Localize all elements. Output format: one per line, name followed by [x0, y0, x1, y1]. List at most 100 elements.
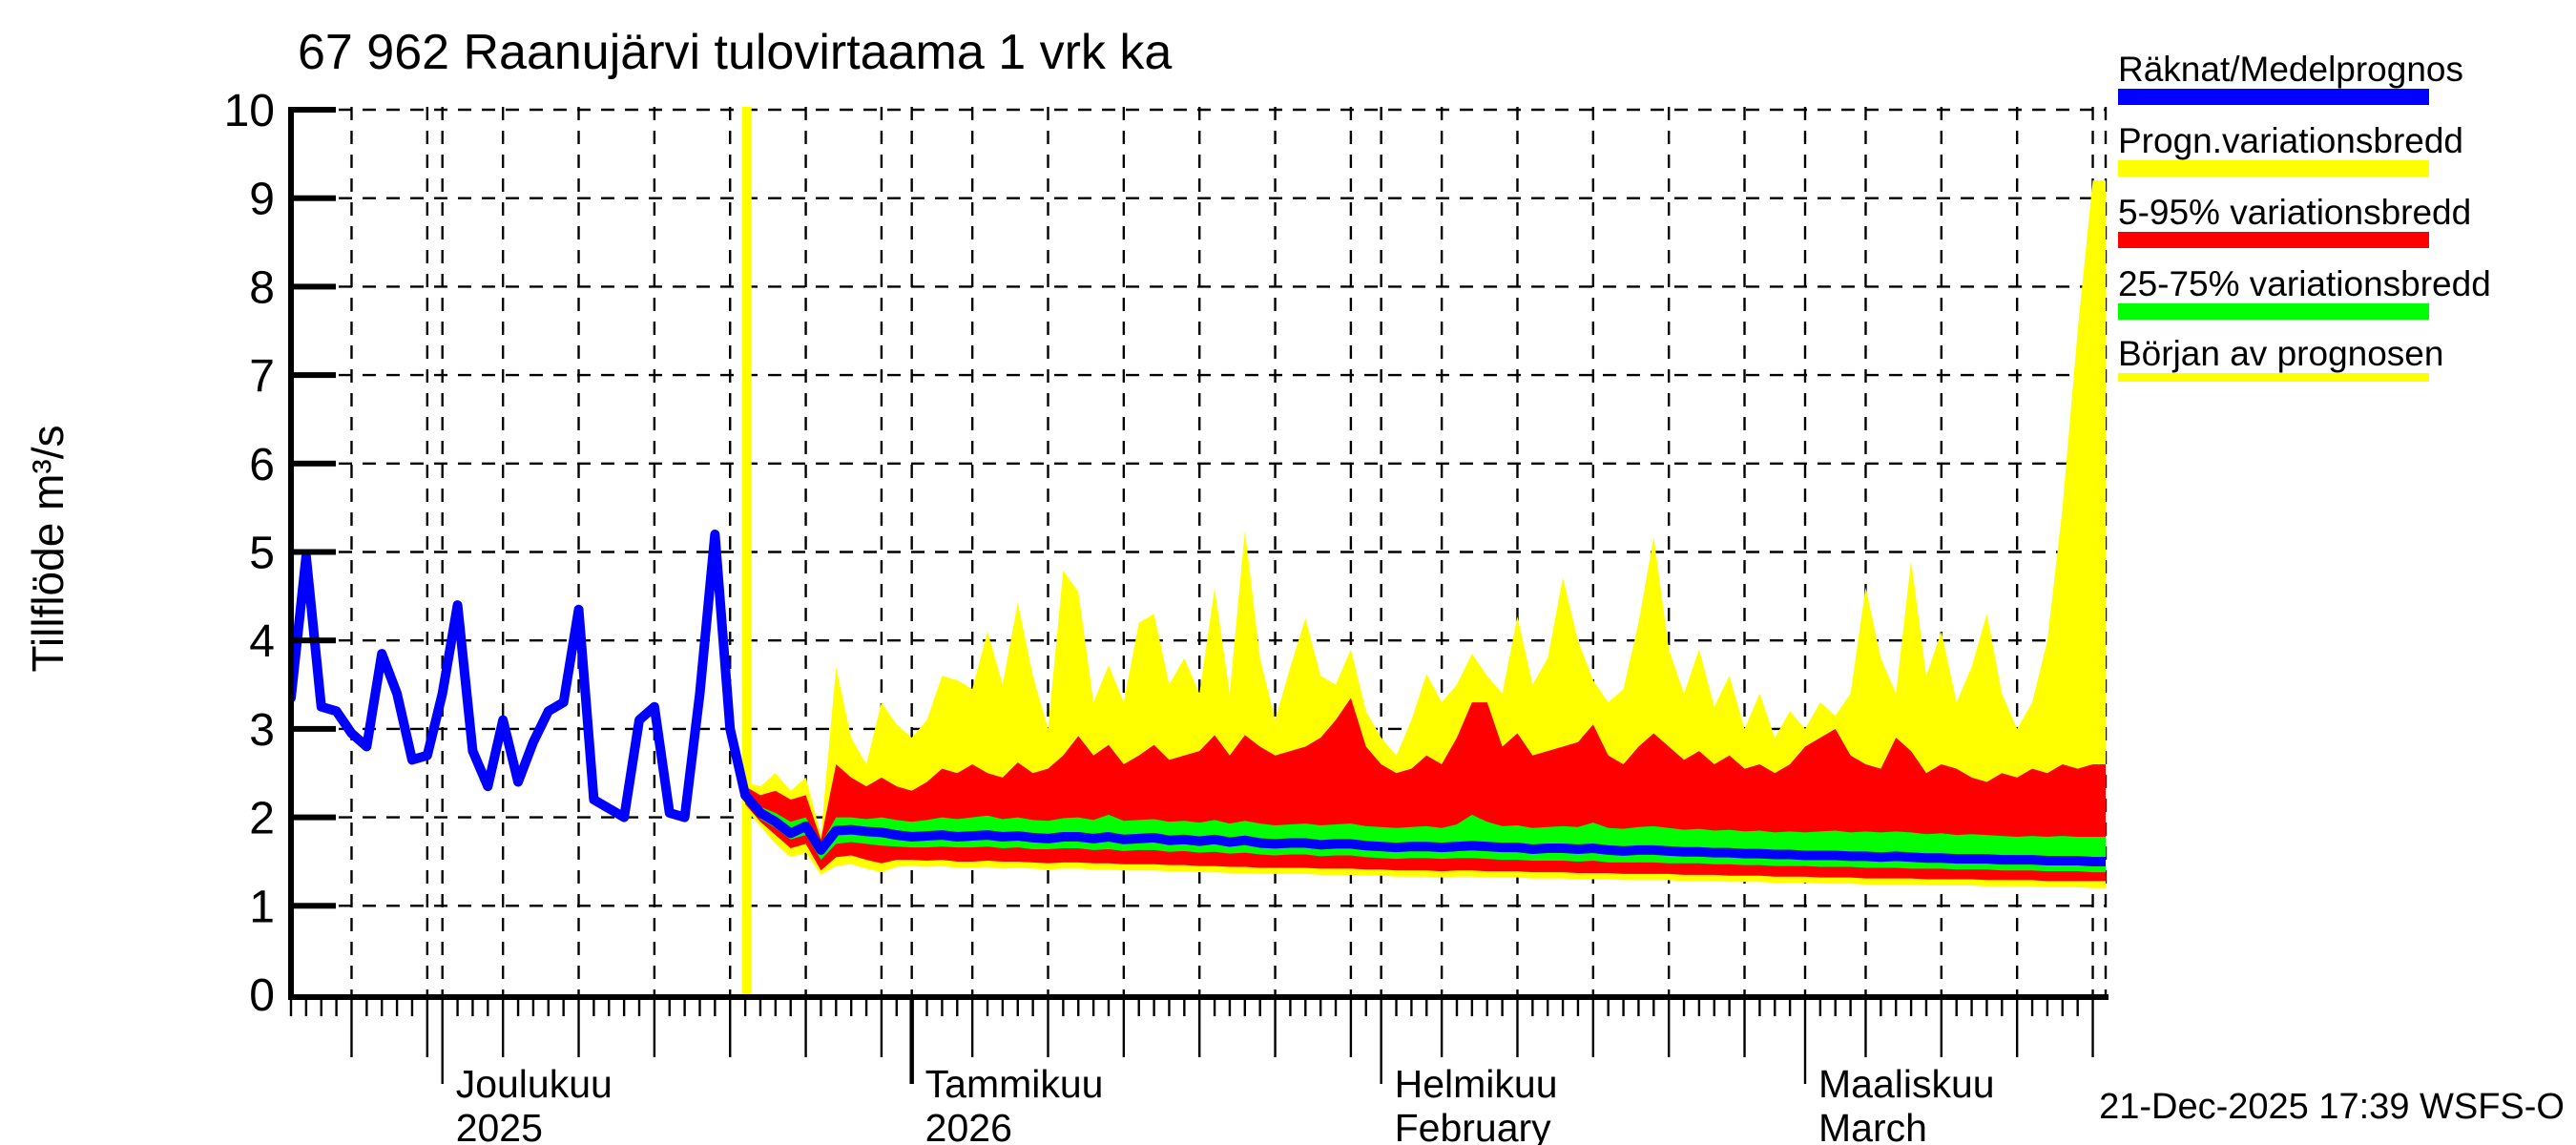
day-tick — [1137, 1000, 1140, 1016]
y-tick-label: 7 — [249, 351, 275, 402]
month-label: Tammikuu — [925, 1062, 1104, 1106]
y-tick — [294, 725, 336, 732]
day-tick — [1485, 1000, 1488, 1016]
month-tick — [1803, 1000, 1807, 1084]
forecast-median-line — [740, 790, 2106, 866]
five-day-tick — [729, 1000, 732, 1057]
day-tick — [1016, 1000, 1019, 1016]
day-tick — [1834, 1000, 1837, 1016]
y-tick-label: 6 — [249, 440, 275, 490]
y-axis-line — [288, 107, 294, 1000]
y-tick — [294, 637, 336, 644]
five-day-tick — [880, 1000, 883, 1057]
five-day-tick — [1122, 1000, 1126, 1057]
month-label: Helmikuu — [1395, 1062, 1558, 1106]
day-tick — [2046, 1000, 2049, 1016]
five-day-tick — [1940, 1000, 1943, 1057]
day-tick — [835, 1000, 838, 1016]
five-day-tick — [1516, 1000, 1519, 1057]
legend-swatch — [2118, 89, 2429, 105]
day-tick — [1001, 1000, 1005, 1016]
y-tick-label: 2 — [249, 794, 275, 844]
day-tick — [849, 1000, 853, 1016]
day-tick — [1955, 1000, 1958, 1016]
historical-line — [291, 529, 751, 822]
day-tick — [395, 1000, 399, 1016]
day-tick — [1576, 1000, 1580, 1016]
legend-item-label: Räknat/Medelprognos — [2118, 50, 2463, 89]
day-tick — [1637, 1000, 1640, 1016]
day-tick — [698, 1000, 701, 1016]
day-tick — [2001, 1000, 2004, 1016]
legend-swatch — [2118, 303, 2429, 320]
y-tick-label: 0 — [249, 970, 275, 1021]
y-tick — [294, 549, 336, 555]
y-tick — [294, 903, 336, 909]
legend-item-label: Början av prognosen — [2118, 334, 2443, 373]
five-day-tick — [1440, 1000, 1444, 1057]
timestamp: 21-Dec-2025 17:39 WSFS-O — [2099, 1087, 2565, 1127]
day-tick — [1153, 1000, 1155, 1016]
day-tick — [1531, 1000, 1534, 1016]
y-tick — [294, 460, 336, 467]
five-day-tick — [1198, 1000, 1201, 1057]
day-tick — [1895, 1000, 1898, 1016]
day-tick — [592, 1000, 595, 1016]
month-tick — [441, 1000, 444, 1084]
band-total-variation — [745, 180, 2106, 888]
day-tick — [1470, 1000, 1474, 1016]
day-tick — [1410, 1000, 1413, 1016]
day-tick — [1713, 1000, 1715, 1016]
y-tick-label: 9 — [249, 175, 275, 225]
y-tick — [294, 107, 336, 113]
day-tick — [895, 1000, 898, 1016]
day-tick — [1561, 1000, 1565, 1016]
day-tick — [1364, 1000, 1367, 1016]
legend-item-label: Progn.variationsbredd — [2118, 121, 2463, 160]
five-day-tick — [1743, 1000, 1746, 1057]
day-tick — [381, 1000, 384, 1016]
five-day-tick — [1349, 1000, 1353, 1057]
day-tick — [289, 1000, 293, 1016]
day-tick — [1183, 1000, 1186, 1016]
five-day-tick — [1591, 1000, 1595, 1057]
day-tick — [1849, 1000, 1852, 1016]
five-day-tick — [577, 1000, 580, 1057]
y-tick-label: 4 — [249, 616, 275, 667]
month-label: Maaliskuu — [1818, 1062, 1995, 1106]
five-day-tick — [653, 1000, 656, 1057]
day-tick — [714, 1000, 717, 1016]
day-tick — [1909, 1000, 1913, 1016]
five-day-tick — [350, 1000, 353, 1057]
day-tick — [531, 1000, 535, 1016]
day-tick — [1501, 1000, 1504, 1016]
five-day-tick — [1274, 1000, 1277, 1057]
day-tick — [1258, 1000, 1261, 1016]
day-tick — [1607, 1000, 1610, 1016]
day-tick — [2061, 1000, 2064, 1016]
day-tick — [925, 1000, 928, 1016]
day-tick — [1077, 1000, 1080, 1016]
day-tick — [743, 1000, 747, 1016]
day-tick — [1304, 1000, 1307, 1016]
day-tick — [1091, 1000, 1095, 1016]
five-day-tick — [804, 1000, 807, 1057]
x-axis-line — [288, 994, 2109, 1000]
day-tick — [1880, 1000, 1882, 1016]
day-tick — [1395, 1000, 1398, 1016]
day-tick — [1622, 1000, 1625, 1016]
day-tick — [820, 1000, 822, 1016]
day-tick — [471, 1000, 474, 1016]
day-tick — [1970, 1000, 1973, 1016]
day-tick — [1334, 1000, 1338, 1016]
month-label: Joulukuu — [456, 1062, 613, 1106]
y-tick — [294, 372, 336, 379]
day-tick — [516, 1000, 520, 1016]
chart-title: 67 962 Raanujärvi tulovirtaama 1 vrk ka — [298, 25, 1172, 80]
day-tick — [1107, 1000, 1111, 1016]
day-tick — [1213, 1000, 1216, 1016]
day-tick — [622, 1000, 626, 1016]
day-tick — [1652, 1000, 1655, 1016]
